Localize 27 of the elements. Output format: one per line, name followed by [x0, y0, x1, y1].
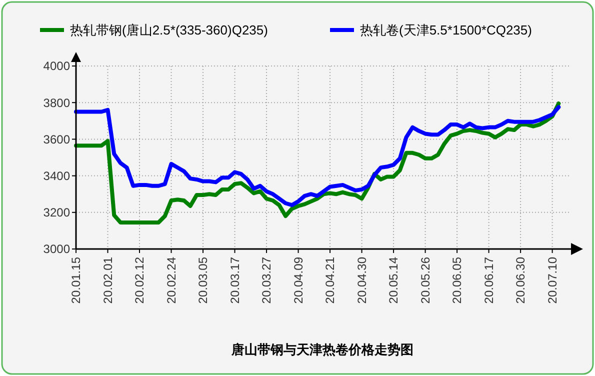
x-tick-label: 20.03.17	[228, 256, 242, 304]
x-tick-label: 20.02.01	[100, 256, 115, 304]
y-tick-label: 3000	[43, 242, 70, 256]
x-tick-label: 20.07.10	[546, 256, 560, 304]
x-tick-label: 20.06.17	[482, 256, 496, 304]
x-tick-label: 20.04.30	[354, 256, 369, 304]
x-tick-label: 20.06.05	[450, 256, 464, 304]
y-tick-label: 3400	[43, 169, 70, 183]
x-tick-label: 20.04.21	[323, 256, 338, 304]
x-tick-label: 20.06.30	[514, 256, 528, 304]
y-tick-label: 3200	[43, 206, 70, 220]
x-tick-label: 20.03.27	[260, 256, 274, 304]
x-tick-label: 20.02.24	[164, 256, 178, 304]
x-tick-label: 20.01.15	[69, 256, 84, 304]
legend-label: 热轧带钢(唐山2.5*(335-360)Q235)	[70, 22, 268, 38]
x-tick-label: 20.02.12	[132, 256, 147, 304]
x-tick-label: 20.04.09	[291, 256, 306, 304]
legend-label: 热轧卷(天津5.5*1500*CQ235)	[360, 22, 532, 38]
line-series	[74, 102, 561, 224]
y-tick-label: 3800	[43, 96, 70, 110]
x-tick-label: 20.05.26	[418, 256, 432, 304]
text: 唐山带钢与天津热卷价格走势图	[230, 342, 414, 357]
x-tick-label: 20.05.14	[386, 256, 401, 304]
line-series	[74, 105, 561, 208]
y-tick-label: 3600	[43, 132, 70, 146]
x-tick-label: 20.03.05	[196, 256, 210, 304]
y-tick-label: 4000	[43, 59, 70, 74]
